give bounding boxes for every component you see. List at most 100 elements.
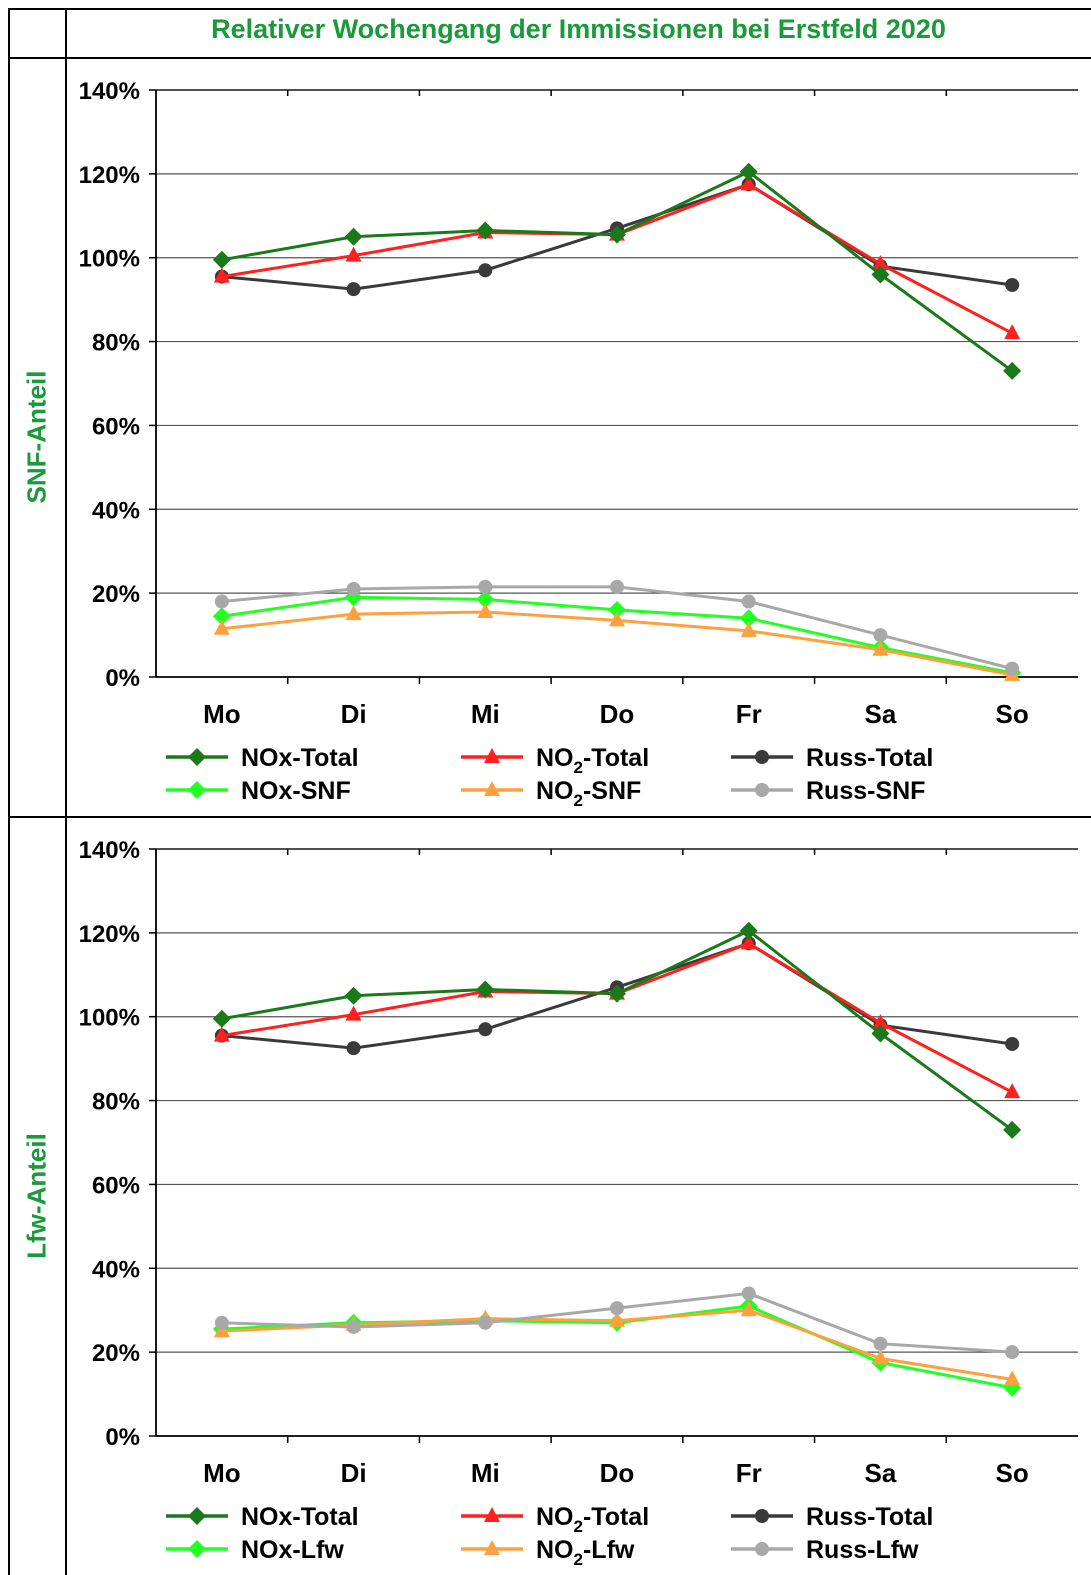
data-point xyxy=(476,980,495,999)
legend-marker xyxy=(484,1507,500,1522)
legend-label: NOx-SNF xyxy=(241,777,351,805)
data-point xyxy=(1004,1083,1021,1099)
plot-area xyxy=(156,90,1078,677)
data-point xyxy=(608,225,626,244)
legend-marker xyxy=(755,783,769,797)
series-no2_part xyxy=(213,603,1021,681)
legend-item: NOx-Total xyxy=(166,744,359,772)
row-label-lfw: Lfw-Anteil xyxy=(21,1133,52,1259)
y-tick-label: 20% xyxy=(92,1340,140,1367)
data-point xyxy=(346,282,361,297)
legend-item: NO2-Total xyxy=(461,1503,649,1536)
legend-label: NO2-SNF xyxy=(536,777,641,810)
data-point xyxy=(608,984,626,1003)
data-point xyxy=(1003,1120,1022,1139)
data-point xyxy=(477,603,494,619)
y-tick-label: 100% xyxy=(79,1005,140,1032)
legend-label: Russ-SNF xyxy=(806,777,925,805)
data-point xyxy=(478,263,493,278)
data-point xyxy=(872,1014,889,1030)
data-point xyxy=(609,1311,625,1327)
data-point xyxy=(740,175,757,191)
data-point xyxy=(741,594,756,609)
legend-label: NO2-Total xyxy=(536,1503,649,1536)
data-point xyxy=(478,1022,493,1037)
legend-item: Russ-SNF xyxy=(731,777,925,805)
data-point xyxy=(346,1319,361,1334)
legend-label: NOx-Lfw xyxy=(241,1536,344,1564)
row-label-snf: SNF-Anteil xyxy=(21,370,52,504)
legend-label: NOx-Total xyxy=(241,1503,359,1531)
series-nox_total xyxy=(212,921,1022,1139)
data-point xyxy=(871,1024,890,1043)
y-tick-label: 20% xyxy=(92,581,140,608)
data-point xyxy=(478,579,493,594)
data-point xyxy=(345,1005,362,1021)
legend-marker xyxy=(188,1507,206,1525)
data-point xyxy=(872,640,889,656)
legend-item: NOx-Lfw xyxy=(166,1536,344,1564)
data-point xyxy=(212,250,231,269)
legend-item: NO2-SNF xyxy=(461,777,641,810)
series-russ_part xyxy=(214,1286,1020,1360)
chart-lfw: 0% 20% 40% 60% 80% 100% 120% 140% Mo Di Mi Do Fr Sa So… xyxy=(79,837,1078,1569)
data-point xyxy=(212,1009,231,1028)
data-point xyxy=(1005,661,1020,676)
legend-marker xyxy=(188,1540,206,1558)
y-tick-label: 140% xyxy=(79,837,140,864)
data-point xyxy=(1003,361,1022,380)
legend-marker xyxy=(484,748,500,763)
data-point xyxy=(608,600,626,619)
data-point xyxy=(872,255,889,271)
x-tick-label: So xyxy=(996,1458,1029,1488)
legend-item: Russ-Total xyxy=(731,1503,933,1531)
legend-marker xyxy=(755,1542,769,1556)
y-tick-label: 60% xyxy=(92,413,140,440)
y-tick-label: 80% xyxy=(92,330,140,357)
x-tick-label: Mo xyxy=(203,699,241,729)
legend-item: Russ-Lfw xyxy=(731,1536,919,1564)
legend-label: NO2-Total xyxy=(536,744,649,777)
legend-label: Russ-Lfw xyxy=(806,1536,919,1564)
data-point xyxy=(213,619,230,635)
x-tick-label: Mi xyxy=(471,1458,500,1488)
data-point xyxy=(345,246,362,262)
data-point xyxy=(739,609,758,628)
data-point xyxy=(873,628,888,643)
data-point xyxy=(740,621,757,637)
data-point xyxy=(1004,324,1021,340)
legend-marker xyxy=(484,1540,500,1555)
data-point xyxy=(213,1026,230,1042)
data-point xyxy=(212,607,231,626)
y-tick-label: 120% xyxy=(79,921,140,948)
series-russ_part xyxy=(214,579,1020,676)
data-point xyxy=(872,1349,889,1365)
data-point xyxy=(609,611,625,627)
y-tick-label: 100% xyxy=(79,246,140,273)
y-tick-label: 0% xyxy=(105,1424,140,1451)
legend-item: NO2-Lfw xyxy=(461,1536,635,1569)
data-point xyxy=(346,1041,361,1056)
data-point xyxy=(1005,1345,1020,1360)
data-point xyxy=(476,221,495,240)
legend-label: Russ-Total xyxy=(806,744,933,772)
legend-marker xyxy=(188,748,206,766)
x-tick-label: Fr xyxy=(736,1458,762,1488)
data-point xyxy=(1004,1370,1021,1386)
x-tick-label: Fr xyxy=(736,699,762,729)
x-tick-label: So xyxy=(996,699,1029,729)
x-tick-label: Do xyxy=(600,699,635,729)
legend-label: NO2-Lfw xyxy=(536,1536,635,1569)
data-point xyxy=(740,1301,757,1317)
data-point xyxy=(344,986,363,1005)
series-nox_total xyxy=(212,162,1022,380)
y-tick-label: 0% xyxy=(105,665,140,692)
y-tick-label: 40% xyxy=(92,497,140,524)
legend-item: NOx-SNF xyxy=(166,777,351,805)
x-tick-label: Sa xyxy=(865,1458,897,1488)
data-point xyxy=(476,590,495,609)
legend-marker xyxy=(755,750,769,764)
data-point xyxy=(740,934,757,950)
x-tick-label: Mo xyxy=(203,1458,241,1488)
